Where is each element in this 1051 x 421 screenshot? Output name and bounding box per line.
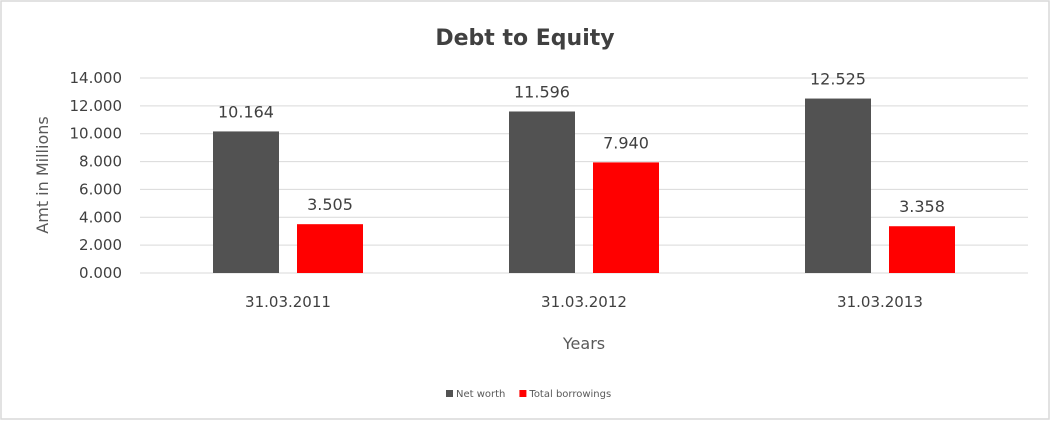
bar-net-worth [509,111,575,273]
y-tick-label: 14.000 [70,69,123,87]
data-label: 11.596 [514,82,570,101]
bar-total-borrowings [593,162,659,273]
y-tick-label: 10.000 [70,125,123,143]
bar-total-borrowings [889,226,955,273]
data-label: 12.525 [810,70,866,89]
bar-net-worth [805,98,871,273]
y-tick-label: 12.000 [70,97,123,115]
x-axis-label: Years [562,334,605,353]
x-tick-label: 31.03.2013 [837,293,923,311]
data-label: 3.505 [307,195,353,214]
data-label: 7.940 [603,133,649,152]
data-label: 3.358 [899,197,945,216]
legend-swatch [519,390,527,397]
bar-total-borrowings [297,224,363,273]
legend-swatch [446,390,453,397]
bar-net-worth [213,131,279,273]
legend-label: Net worth [456,389,505,400]
chart-title: Debt to Equity [435,26,614,51]
y-tick-label: 6.000 [79,180,122,198]
x-tick-label: 31.03.2012 [541,293,627,311]
legend-label: Total borrowings [528,389,611,400]
y-tick-label: 2.000 [79,236,122,254]
x-tick-label: 31.03.2011 [245,293,331,311]
y-tick-label: 8.000 [79,153,122,171]
y-tick-label: 4.000 [79,208,122,226]
data-label: 10.164 [218,102,274,121]
y-axis-label: Amt in Millions [33,116,52,233]
y-tick-label: 0.000 [79,264,122,282]
